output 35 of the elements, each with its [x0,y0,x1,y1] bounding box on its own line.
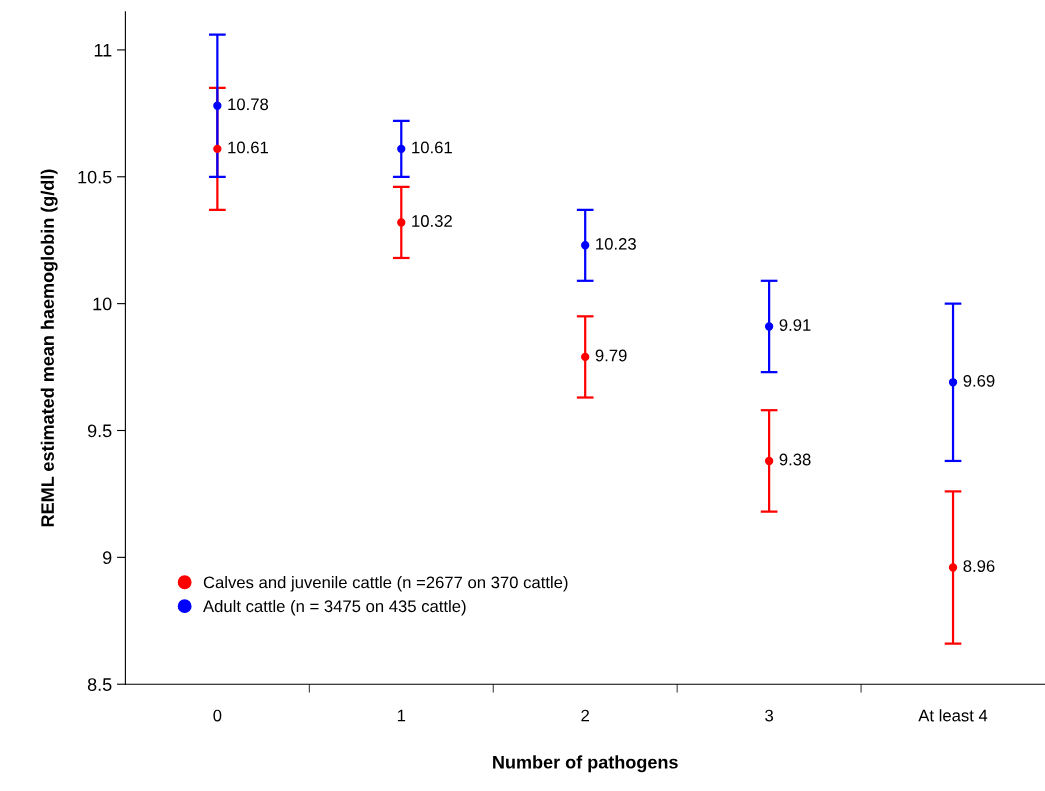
data-label: 9.69 [963,374,995,387]
point [764,456,774,466]
x-tick-label: 2 [581,709,589,722]
point [764,322,774,331]
point [581,352,590,362]
data-label: 10.78 [228,98,269,111]
y-axis-title: REML estimated mean haemoglobin (g/dl) [40,169,58,527]
x-tick-label: 3 [765,709,774,722]
x-tick-label: 0 [213,709,222,722]
y-tick-label: 9.5 [87,424,112,438]
data-label: 10.61 [228,141,268,154]
y-tick-label: 9 [103,551,112,565]
data-label: 10.61 [412,141,452,154]
point [581,241,590,250]
point [397,218,406,227]
y-tick-label: 8.5 [87,678,112,691]
point [213,101,222,110]
point [397,144,406,154]
y-tick-label: 10 [93,297,112,311]
data-label: 9.79 [595,349,627,362]
data-label: 9.91 [779,319,811,331]
point [948,563,958,572]
point [213,144,222,154]
x-tick-label: 1 [397,709,406,722]
point [948,378,958,387]
data-label: 10.32 [412,215,452,227]
data-label: 8.96 [963,560,995,572]
data-label: 9.38 [779,453,811,466]
legend-label: Adult cattle (n = 3475 on 435 cattle) [203,599,466,616]
data-label: 10.23 [596,237,636,250]
legend-label: Calves and juvenile cattle (n =2677 on 370 cattle) [203,576,568,592]
x-axis-title: Number of pathogens [493,755,678,773]
y-tick-label: 10.5 [78,170,112,184]
y-tick-label: 11 [94,44,112,57]
x-tick-label: At least 4 [918,709,988,722]
